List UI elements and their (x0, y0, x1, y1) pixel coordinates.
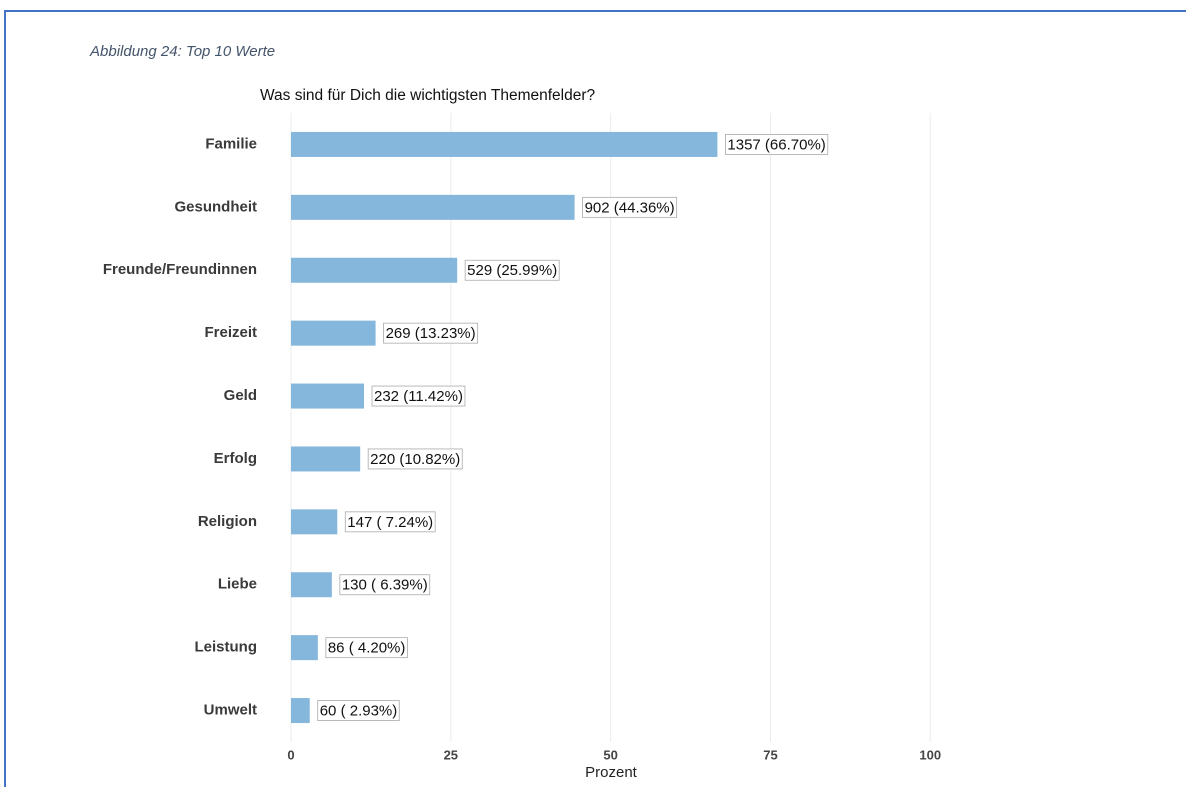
value-label-box (325, 637, 408, 659)
bar (291, 572, 332, 598)
bar (291, 194, 575, 220)
chart-title: Was sind für Dich die wichtigsten Themen… (260, 87, 596, 104)
value-label: 1357 (66.70%) (727, 136, 825, 153)
value-label: 529 (25.99%) (467, 262, 557, 279)
caption: Abbildung 24: Top 10 Werte (89, 43, 275, 60)
y-tick-label: Freunde/Freundinnen (103, 261, 257, 278)
y-tick-label: Leistung (195, 639, 258, 656)
x-tick-label: 75 (763, 747, 777, 762)
bar (291, 383, 365, 409)
x-tick-label: 100 (919, 747, 941, 762)
value-label-box (317, 700, 400, 721)
y-tick-label: Geld (224, 387, 257, 404)
value-label-box (344, 511, 436, 533)
value-label-box (725, 134, 829, 155)
value-label-box (464, 259, 560, 281)
value-label-box (582, 196, 678, 218)
bar (291, 131, 718, 157)
bar (291, 257, 458, 283)
value-label-box (339, 574, 431, 596)
value-label-box (367, 448, 463, 470)
y-tick-label: Umwelt (204, 702, 257, 719)
x-axis-label: Prozent (585, 764, 638, 781)
value-label: 147 ( 7.24%) (347, 514, 433, 531)
y-tick-label: Gesundheit (174, 198, 257, 215)
value-label-box (383, 322, 479, 344)
value-label: 130 ( 6.39%) (342, 577, 428, 594)
value-label: 902 (44.36%) (585, 199, 675, 216)
x-tick-label: 50 (603, 747, 617, 762)
bar (291, 509, 338, 535)
y-tick-label: Freizeit (204, 324, 257, 341)
bar (291, 635, 318, 661)
y-tick-label: Familie (205, 135, 257, 152)
y-tick-label: Erfolg (214, 450, 257, 467)
x-tick-label: 0 (287, 747, 294, 762)
value-label: 269 (13.23%) (386, 325, 476, 342)
value-label: 232 (11.42%) (374, 388, 463, 405)
value-label: 86 ( 4.20%) (328, 640, 406, 657)
bar (291, 320, 376, 346)
value-label-box (371, 385, 466, 407)
value-label: 60 ( 2.93%) (320, 703, 398, 720)
bar (291, 446, 361, 472)
y-tick-label: Religion (198, 513, 257, 530)
x-tick-label: 25 (444, 747, 458, 762)
value-label: 220 (10.82%) (370, 451, 460, 468)
bar (291, 698, 310, 724)
y-tick-label: Liebe (218, 576, 257, 593)
